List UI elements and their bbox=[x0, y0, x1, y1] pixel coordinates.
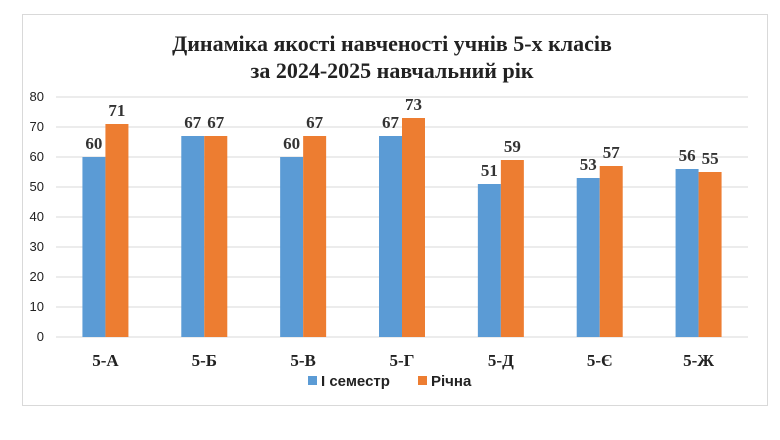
y-tick-label: 80 bbox=[30, 89, 44, 104]
data-label: 51 bbox=[481, 161, 498, 180]
bar-semester bbox=[181, 136, 205, 337]
data-label: 67 bbox=[184, 113, 202, 132]
x-category-label: 5-Б bbox=[192, 351, 217, 370]
x-category-label: 5-В bbox=[290, 351, 316, 370]
y-tick-label: 30 bbox=[30, 239, 44, 254]
bar-semester bbox=[379, 136, 402, 337]
x-category-label: 5-Ж bbox=[683, 351, 714, 370]
bar-annual bbox=[105, 124, 129, 337]
x-category-label: 5-Д bbox=[488, 351, 514, 370]
data-label: 55 bbox=[702, 149, 719, 168]
y-tick-label: 0 bbox=[37, 329, 44, 344]
legend-item: Річна bbox=[418, 373, 472, 390]
legend: І семестр Річна bbox=[308, 373, 472, 390]
bar-annual bbox=[303, 136, 327, 337]
data-label: 71 bbox=[108, 101, 125, 120]
data-label: 73 bbox=[405, 95, 422, 114]
data-label: 57 bbox=[603, 143, 621, 162]
y-tick-label: 50 bbox=[30, 179, 44, 194]
bar-annual bbox=[599, 166, 623, 337]
y-tick-label: 70 bbox=[30, 119, 44, 134]
data-label: 67 bbox=[207, 113, 225, 132]
legend-label: І семестр bbox=[321, 373, 390, 390]
bar-annual bbox=[402, 118, 425, 337]
chart-title-line-1: Динаміка якості навченості учнів 5-х кла… bbox=[172, 31, 612, 56]
bar-semester bbox=[280, 157, 304, 337]
y-tick-label: 20 bbox=[30, 269, 44, 284]
x-category-label: 5-Є bbox=[587, 351, 613, 370]
x-axis-categories: 5-А 5-Б 5-В 5-Г 5-Д 5-Є 5-Ж bbox=[92, 351, 714, 370]
data-label: 56 bbox=[679, 146, 696, 165]
bar-semester bbox=[576, 178, 600, 337]
x-category-label: 5-Г bbox=[390, 351, 415, 370]
bar-semester bbox=[82, 157, 106, 337]
y-axis-ticks: 0 10 20 30 40 50 60 70 80 bbox=[30, 89, 44, 344]
bar-semester bbox=[477, 184, 501, 337]
y-tick-label: 10 bbox=[30, 299, 44, 314]
data-label: 60 bbox=[85, 134, 102, 153]
bars bbox=[82, 118, 722, 337]
data-label: 53 bbox=[580, 155, 597, 174]
bar-annual bbox=[204, 136, 228, 337]
x-category-label: 5-А bbox=[92, 351, 119, 370]
legend-swatch bbox=[308, 376, 317, 385]
legend-label: Річна bbox=[431, 373, 472, 390]
y-tick-label: 40 bbox=[30, 209, 44, 224]
y-tick-label: 60 bbox=[30, 149, 44, 164]
bar-semester bbox=[675, 169, 699, 337]
chart-title-line-2: за 2024-2025 навчальний рік bbox=[250, 58, 533, 83]
bar-annual bbox=[500, 160, 524, 337]
data-label: 59 bbox=[504, 137, 521, 156]
legend-item: І семестр bbox=[308, 373, 390, 390]
data-label: 67 bbox=[306, 113, 324, 132]
bar-annual bbox=[698, 172, 722, 337]
data-labels: 60 71 67 67 60 67 67 73 51 59 53 57 56 55 bbox=[85, 95, 718, 180]
data-label: 60 bbox=[283, 134, 300, 153]
data-label: 67 bbox=[382, 113, 400, 132]
legend-swatch bbox=[418, 376, 427, 385]
